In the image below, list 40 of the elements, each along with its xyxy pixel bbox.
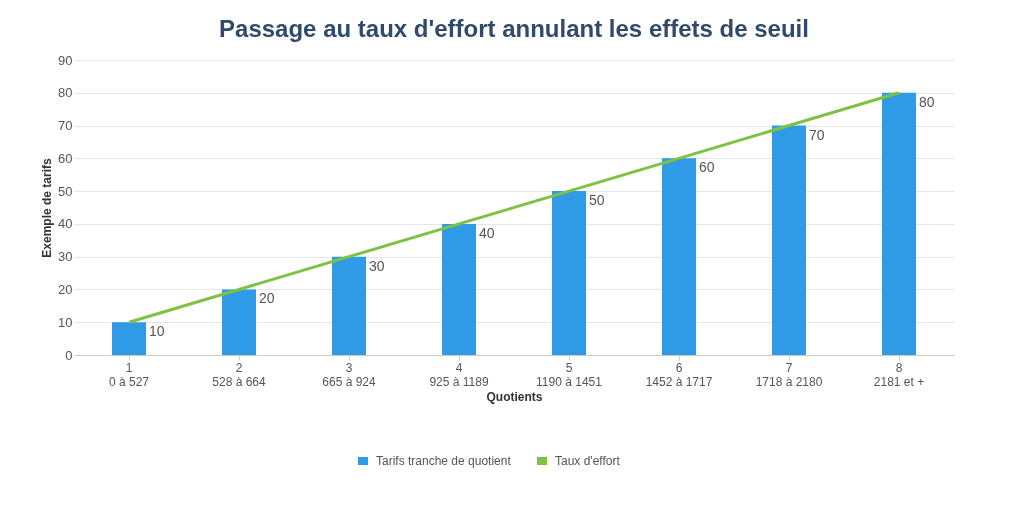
legend-label: Taux d'effort xyxy=(555,454,621,468)
y-tick-label: 10 xyxy=(58,314,73,330)
x-tick-label: 8 2181 et + xyxy=(873,360,925,389)
y-tick-label: 60 xyxy=(58,150,73,166)
bar xyxy=(662,158,696,355)
y-tick-label: 0 xyxy=(65,347,73,363)
x-tick-label: 4 925 à 1189 xyxy=(429,360,489,389)
x-tick-label: 6 1452 à 1717 xyxy=(645,360,713,389)
bar xyxy=(772,125,806,355)
x-axis-title: Quotients xyxy=(486,389,543,404)
bar xyxy=(112,322,146,355)
bar xyxy=(332,256,366,355)
bar xyxy=(222,289,256,355)
x-tick-label: 1 0 à 527 xyxy=(108,360,150,389)
bar xyxy=(442,223,476,355)
y-tick-label: 30 xyxy=(58,249,73,265)
data-label: 60 xyxy=(699,159,715,176)
data-label: 70 xyxy=(809,126,825,143)
legend-label: Tarifs tranche de quotient xyxy=(376,454,512,468)
data-label: 20 xyxy=(259,290,275,307)
y-tick-label: 50 xyxy=(58,183,73,199)
data-label: 50 xyxy=(589,192,605,209)
y-tick-label: 70 xyxy=(58,118,73,134)
data-label: 10 xyxy=(149,323,165,340)
data-label: 80 xyxy=(919,93,935,110)
x-tick-label: 2 528 à 664 xyxy=(212,360,267,389)
bar xyxy=(882,92,916,355)
bar xyxy=(552,191,586,355)
x-tick-label: 3 665 à 924 xyxy=(322,360,377,389)
x-tick-label: 7 1718 à 2180 xyxy=(755,360,823,389)
chart-title: Passage au taux d'effort annulant les effets de seuil xyxy=(219,15,809,42)
y-tick-label: 40 xyxy=(58,216,73,232)
y-axis-title: Exemple de tarifs xyxy=(40,157,55,258)
data-label: 40 xyxy=(479,224,495,241)
y-tick-label: 80 xyxy=(58,85,73,101)
y-tick-label: 20 xyxy=(58,281,73,297)
line-series xyxy=(127,91,901,324)
y-tick-label: 90 xyxy=(58,52,73,68)
x-tick-label: 5 1190 à 1451 xyxy=(536,360,603,389)
data-label: 30 xyxy=(369,257,385,274)
